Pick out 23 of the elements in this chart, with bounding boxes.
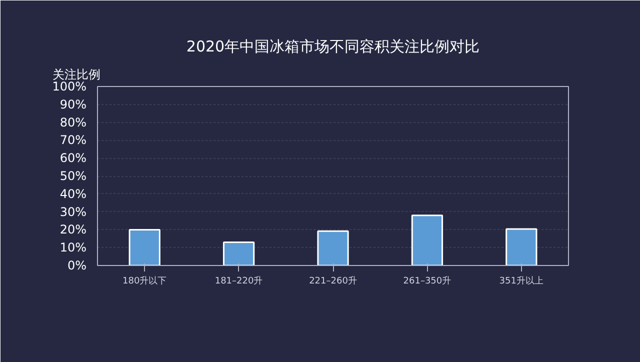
y-tick-label: 0%: [67, 258, 87, 272]
y-tick-label: 30%: [60, 204, 86, 219]
x-tick-label: 180升以下: [122, 276, 167, 286]
y-tick-label: 40%: [60, 186, 86, 201]
y-axis-title: 关注比例: [52, 68, 100, 82]
y-tick-label: 60%: [60, 151, 86, 166]
y-tick-label: 80%: [60, 115, 86, 130]
x-tick-label: 181–220升: [214, 276, 263, 286]
y-tick-label: 10%: [60, 240, 86, 255]
bar: [222, 241, 255, 266]
bar: [506, 228, 538, 266]
bar: [317, 230, 349, 266]
x-tick-label: 261–350升: [403, 276, 452, 286]
y-tick-label: 90%: [60, 97, 86, 112]
bar: [128, 228, 160, 266]
x-tick-label: 221–260升: [309, 276, 357, 286]
x-tick-label: 351升以上: [499, 276, 544, 286]
chart-title: 2020年中国冰箱市场不同容积关注比例对比: [186, 38, 480, 56]
y-tick-label: 20%: [60, 222, 86, 237]
y-tick-label: 50%: [60, 169, 86, 183]
y-tick-label: 100%: [52, 80, 87, 94]
y-tick-label: 70%: [60, 133, 86, 148]
bar: [411, 214, 444, 266]
